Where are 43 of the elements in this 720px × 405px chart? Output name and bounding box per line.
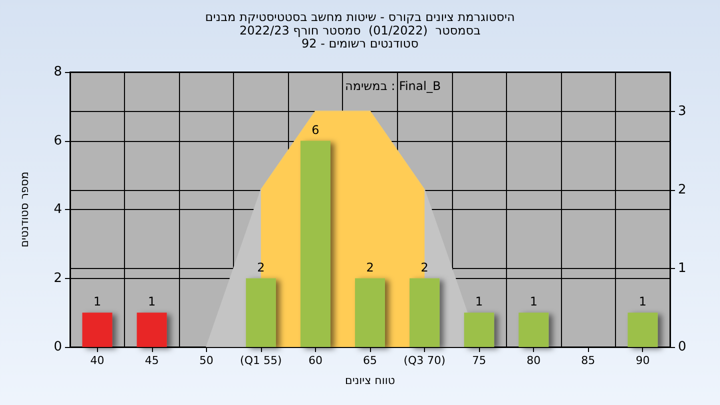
data-label: 1 (638, 294, 647, 309)
data-label: 2 (366, 260, 374, 274)
data-label: 1 (93, 294, 102, 309)
data-label: 6 (312, 122, 320, 137)
x-tick-label: 80 (526, 354, 541, 367)
bar (410, 278, 440, 347)
y-axis-title: מספר סטודנטים (18, 172, 31, 248)
x-tick-label: 90 (636, 354, 650, 367)
chart-subtitle: בסמסטר (01/2022) סמסטר חורף 2022/23 סטודנטים רשומים - 92 (239, 24, 481, 50)
annotation: במשימה : Final_B (345, 79, 441, 93)
bar (136, 312, 167, 347)
x-tick-label: 85 (581, 354, 596, 367)
x-tick-label: 40 (90, 354, 104, 367)
data-label: 1 (475, 294, 483, 309)
chart-title: היסטוגרמת ציונים בקורס - שיטות מחשב בסטטיסטיקת מבנים (205, 10, 515, 24)
data-label: 2 (257, 260, 265, 274)
y2-tick-label: 3 (678, 104, 686, 119)
x-tick-label: 60 (308, 354, 322, 367)
x-tick-label: 50 (199, 354, 214, 367)
bar (464, 312, 494, 347)
x-tick-label: 45 (144, 354, 159, 367)
y2-tick-label: 0 (678, 340, 686, 354)
x-axis-title: טווח ציונים (345, 374, 395, 387)
y-tick-label: 2 (54, 270, 62, 286)
data-label: 1 (530, 294, 538, 309)
y2-tick-label: 2 (678, 182, 686, 198)
y-tick-label: 8 (54, 64, 62, 80)
y2-tick-label: 1 (678, 260, 686, 276)
data-label: 1 (148, 294, 156, 309)
y-tick-label: 0 (54, 340, 62, 354)
x-tick-label: 75 (472, 354, 486, 367)
bar (355, 278, 385, 347)
data-label: 2 (420, 260, 428, 274)
x-tick-label: (Q3 70) (404, 354, 446, 367)
bar (628, 312, 658, 347)
bar (246, 278, 276, 347)
y-tick-label: 6 (54, 133, 62, 148)
bar (518, 312, 549, 347)
y-tick-label: 4 (54, 202, 62, 217)
bar (300, 140, 330, 347)
x-tick-label: (Q1 55) (240, 354, 282, 367)
bar (82, 312, 112, 347)
x-tick-label: 65 (363, 354, 377, 367)
